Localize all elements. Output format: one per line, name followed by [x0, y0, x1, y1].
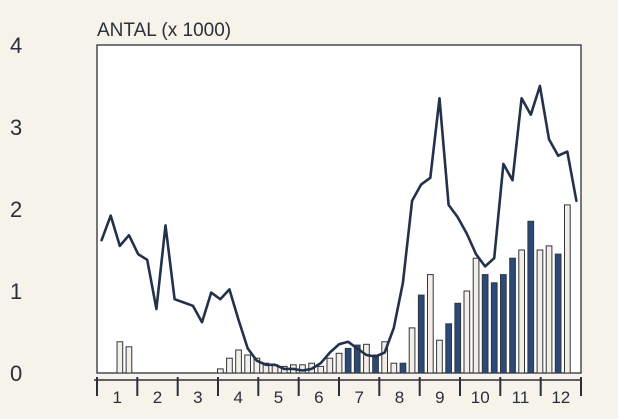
- x-tick-label: 2: [153, 388, 162, 407]
- bar-week-47: [527, 220, 535, 374]
- x-tick-label: 9: [435, 388, 444, 407]
- y-tick-label: 4: [10, 33, 22, 58]
- x-tick-label: 5: [274, 388, 283, 407]
- x-tick-label: 10: [471, 388, 490, 407]
- bar-week-30: [372, 354, 379, 374]
- x-tick-label: 11: [512, 388, 530, 407]
- x-axis: 1 2 3 4 5 6 7 8 9 10 11 12: [94, 377, 582, 407]
- bar-week-2: [116, 341, 124, 374]
- bar-week-45: [509, 257, 516, 374]
- bar-week-25: [326, 357, 334, 374]
- bar-week-42: [481, 274, 489, 374]
- x-tick-label: 1: [112, 388, 121, 407]
- bar-week-46: [518, 249, 525, 374]
- bar-week-44: [500, 274, 507, 374]
- bar-week-29: [363, 343, 370, 374]
- x-tick-label: 7: [354, 388, 363, 407]
- bar-week-33: [399, 362, 407, 374]
- bar-week-31: [381, 341, 388, 374]
- bar-week-48: [536, 249, 544, 374]
- x-tick-label: 6: [314, 388, 323, 407]
- bar-week-41: [472, 257, 480, 374]
- bar-week-37: [436, 339, 443, 374]
- x-tick-label: 4: [233, 388, 242, 407]
- y-tick-label: 3: [10, 115, 22, 140]
- y-tick-label: 0: [10, 361, 22, 386]
- bar-week-28: [353, 344, 361, 374]
- x-tick-label: 8: [395, 388, 404, 407]
- bar-week-34: [408, 327, 416, 374]
- bar-week-15: [235, 349, 242, 374]
- bar-week-36: [427, 274, 434, 374]
- bar-week-13: [217, 368, 224, 374]
- y-tick-labels: 0 1 2 3 4: [10, 33, 22, 386]
- line-series: [100, 84, 578, 372]
- bar-week-24: [317, 365, 325, 374]
- bar-week-18: [262, 362, 270, 374]
- bar-week-40: [463, 290, 471, 374]
- y-tick-label: 2: [10, 197, 22, 222]
- plot-area: [96, 44, 582, 374]
- line-layer: [100, 84, 578, 372]
- bar-week-51: [564, 204, 571, 374]
- bar-week-27: [344, 347, 352, 374]
- bar-week-3: [125, 346, 133, 374]
- bar-week-39: [454, 302, 462, 374]
- bar-week-43: [490, 282, 498, 374]
- bar-week-49: [545, 245, 553, 374]
- bar-week-26: [335, 352, 343, 374]
- bar-week-38: [445, 323, 452, 374]
- y-tick-label: 1: [10, 279, 22, 304]
- bar-week-35: [417, 294, 425, 374]
- bar-week-50: [554, 253, 562, 374]
- bars-layer: [116, 204, 571, 374]
- bar-week-14: [226, 357, 233, 374]
- y-axis-label: ANTAL (x 1000): [97, 20, 231, 41]
- bar-week-16: [244, 354, 252, 374]
- bar-week-32: [390, 362, 398, 374]
- bar-week-17: [253, 357, 261, 374]
- x-tick-label: 3: [193, 388, 202, 407]
- x-tick-label: 12: [551, 388, 570, 407]
